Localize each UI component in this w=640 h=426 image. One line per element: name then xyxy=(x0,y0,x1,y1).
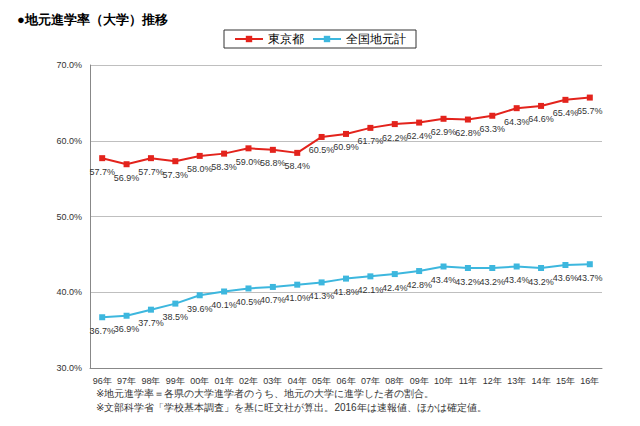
svg-text:41.0%: 41.0% xyxy=(284,293,310,303)
svg-text:41.8%: 41.8% xyxy=(333,287,359,297)
svg-text:42.8%: 42.8% xyxy=(406,280,432,290)
svg-text:15年: 15年 xyxy=(556,376,575,386)
svg-text:42.4%: 42.4% xyxy=(382,283,408,293)
svg-text:57.3%: 57.3% xyxy=(163,170,189,180)
svg-text:99年: 99年 xyxy=(166,376,185,386)
svg-text:04年: 04年 xyxy=(288,376,307,386)
svg-text:97年: 97年 xyxy=(117,376,136,386)
svg-text:08年: 08年 xyxy=(385,376,404,386)
svg-text:38.5%: 38.5% xyxy=(163,312,189,322)
svg-text:64.6%: 64.6% xyxy=(528,114,554,124)
svg-text:60.0%: 60.0% xyxy=(56,136,82,146)
svg-text:39.6%: 39.6% xyxy=(187,304,213,314)
svg-text:58.3%: 58.3% xyxy=(211,162,237,172)
svg-text:62.8%: 62.8% xyxy=(455,128,481,138)
svg-text:※文部科学省「学校基本調査」を基に旺文社が算出。2016年は: ※文部科学省「学校基本調査」を基に旺文社が算出。2016年は速報値、ほかは確定値… xyxy=(96,402,487,413)
svg-text:63.3%: 63.3% xyxy=(480,124,506,134)
svg-text:57.7%: 57.7% xyxy=(138,167,164,177)
svg-text:37.7%: 37.7% xyxy=(138,318,164,328)
svg-text:43.6%: 43.6% xyxy=(553,273,579,283)
svg-text:01年: 01年 xyxy=(215,376,234,386)
svg-text:40.0%: 40.0% xyxy=(56,287,82,297)
svg-text:東京都: 東京都 xyxy=(268,32,304,46)
svg-text:57.7%: 57.7% xyxy=(89,167,115,177)
svg-text:14年: 14年 xyxy=(532,376,551,386)
svg-text:30.0%: 30.0% xyxy=(56,363,82,373)
svg-text:全国地元計: 全国地元計 xyxy=(346,32,406,46)
svg-text:43.7%: 43.7% xyxy=(577,273,603,283)
svg-text:●地元進学率（大学）推移: ●地元進学率（大学）推移 xyxy=(17,12,168,27)
svg-text:40.1%: 40.1% xyxy=(211,300,237,310)
svg-text:10年: 10年 xyxy=(434,376,453,386)
svg-text:70.0%: 70.0% xyxy=(56,60,82,70)
svg-text:42.1%: 42.1% xyxy=(358,285,384,295)
svg-text:36.9%: 36.9% xyxy=(114,324,140,334)
svg-text:40.5%: 40.5% xyxy=(236,297,262,307)
svg-text:43.2%: 43.2% xyxy=(455,277,481,287)
svg-text:65.7%: 65.7% xyxy=(577,106,603,116)
svg-text:56.9%: 56.9% xyxy=(114,173,140,183)
svg-text:11年: 11年 xyxy=(459,376,477,386)
svg-text:13年: 13年 xyxy=(507,376,526,386)
svg-text:43.2%: 43.2% xyxy=(480,277,506,287)
svg-text:03年: 03年 xyxy=(263,376,282,386)
svg-text:62.2%: 62.2% xyxy=(382,133,408,143)
svg-text:64.3%: 64.3% xyxy=(504,117,530,127)
svg-text:40.7%: 40.7% xyxy=(260,295,286,305)
svg-text:07年: 07年 xyxy=(361,376,380,386)
svg-text:36.7%: 36.7% xyxy=(89,326,115,336)
svg-text:50.0%: 50.0% xyxy=(56,212,82,222)
svg-text:58.0%: 58.0% xyxy=(187,164,213,174)
svg-text:62.4%: 62.4% xyxy=(406,131,432,141)
svg-text:16年: 16年 xyxy=(580,376,599,386)
svg-text:41.3%: 41.3% xyxy=(309,291,335,301)
svg-text:60.9%: 60.9% xyxy=(333,142,359,152)
svg-text:06年: 06年 xyxy=(336,376,355,386)
svg-text:60.5%: 60.5% xyxy=(309,145,335,155)
svg-text:96年: 96年 xyxy=(93,376,112,386)
svg-text:98年: 98年 xyxy=(141,376,160,386)
svg-text:43.2%: 43.2% xyxy=(528,277,554,287)
svg-text:12年: 12年 xyxy=(483,376,502,386)
svg-text:00年: 00年 xyxy=(190,376,209,386)
svg-text:※地元進学率＝各県の大学進学者のうち、地元の大学に進学した者: ※地元進学率＝各県の大学進学者のうち、地元の大学に進学した者の割合。 xyxy=(96,388,434,399)
svg-text:02年: 02年 xyxy=(239,376,258,386)
svg-text:59.0%: 59.0% xyxy=(236,157,262,167)
svg-text:09年: 09年 xyxy=(410,376,429,386)
svg-text:65.4%: 65.4% xyxy=(553,108,579,118)
svg-text:62.9%: 62.9% xyxy=(431,127,457,137)
svg-text:58.4%: 58.4% xyxy=(284,161,310,171)
svg-text:05年: 05年 xyxy=(312,376,331,386)
svg-text:43.4%: 43.4% xyxy=(431,275,457,285)
svg-text:61.7%: 61.7% xyxy=(358,136,384,146)
svg-text:58.8%: 58.8% xyxy=(260,158,286,168)
svg-text:43.4%: 43.4% xyxy=(504,275,530,285)
